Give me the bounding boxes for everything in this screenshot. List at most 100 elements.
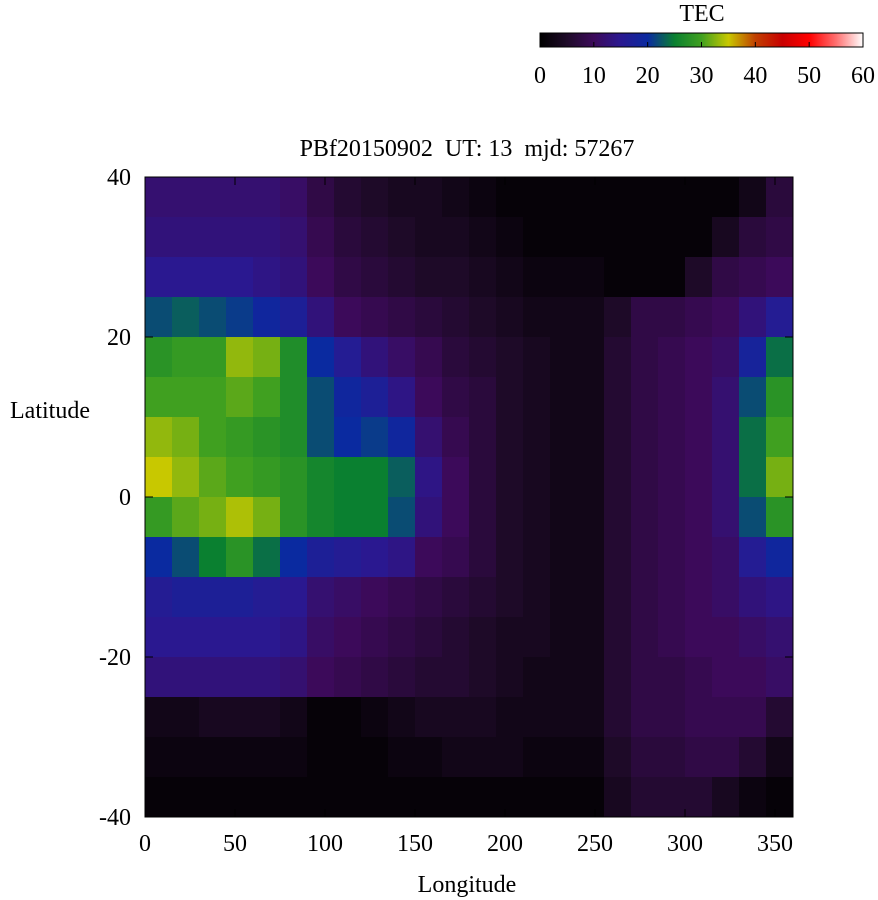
heat-cell	[199, 257, 227, 298]
heat-cell	[685, 617, 713, 658]
heat-cell	[415, 657, 443, 698]
heat-cell	[469, 537, 497, 578]
heat-cell	[361, 377, 389, 418]
heat-cell	[145, 537, 173, 578]
heat-cell	[415, 257, 443, 298]
heat-cell	[631, 417, 659, 458]
heat-cell	[280, 217, 308, 258]
heat-cell	[226, 577, 254, 618]
heat-cell	[226, 737, 254, 778]
heat-cell	[739, 737, 767, 778]
heat-cell	[604, 537, 632, 578]
heat-cell	[658, 697, 686, 738]
heat-cell	[604, 217, 632, 258]
heat-cell	[712, 777, 740, 818]
heat-cell	[550, 257, 578, 298]
heat-cell	[361, 737, 389, 778]
heat-cell	[226, 217, 254, 258]
heat-cell	[550, 297, 578, 338]
heat-cell	[388, 657, 416, 698]
heat-cell	[388, 217, 416, 258]
y-tick-label: -40	[99, 805, 131, 831]
heat-cell	[253, 577, 281, 618]
heat-cell	[550, 177, 578, 218]
heat-cell	[172, 657, 200, 698]
heat-cell	[307, 617, 335, 658]
colorbar-tick-label: 50	[797, 63, 821, 89]
heat-cell	[577, 777, 605, 818]
heat-cell	[469, 777, 497, 818]
heat-cell	[550, 457, 578, 498]
heat-cell	[523, 577, 551, 618]
heat-cell	[388, 257, 416, 298]
heat-cell	[739, 177, 767, 218]
colorbar-tick-label: 10	[582, 63, 606, 89]
heat-cell	[766, 537, 794, 578]
heat-cell	[658, 777, 686, 818]
heat-cell	[415, 737, 443, 778]
heat-cell	[766, 617, 794, 658]
heat-cell	[199, 217, 227, 258]
heat-cell	[145, 417, 173, 458]
heat-cell	[766, 337, 794, 378]
heat-cell	[253, 657, 281, 698]
heat-cell	[415, 497, 443, 538]
heat-cell	[253, 337, 281, 378]
heat-cell	[172, 257, 200, 298]
heat-cell	[226, 257, 254, 298]
heat-cell	[496, 417, 524, 458]
heat-cell	[442, 657, 470, 698]
heat-cell	[766, 377, 794, 418]
heat-cell	[361, 257, 389, 298]
heat-cell	[388, 777, 416, 818]
heat-cell	[253, 377, 281, 418]
heat-cell	[496, 777, 524, 818]
heat-cell	[712, 737, 740, 778]
heat-cell	[172, 417, 200, 458]
heat-cell	[469, 297, 497, 338]
heat-cell	[496, 737, 524, 778]
heat-cell	[334, 777, 362, 818]
heat-cell	[172, 617, 200, 658]
heat-cell	[712, 457, 740, 498]
heat-cell	[631, 297, 659, 338]
heat-cell	[442, 577, 470, 618]
heat-cell	[631, 257, 659, 298]
heat-cell	[334, 257, 362, 298]
heat-cell	[496, 457, 524, 498]
heat-cell	[658, 257, 686, 298]
heat-cell	[253, 617, 281, 658]
heat-cell	[469, 657, 497, 698]
heat-cell	[226, 657, 254, 698]
heat-cell	[307, 457, 335, 498]
heat-cell	[442, 417, 470, 458]
heat-cell	[442, 697, 470, 738]
heat-cell	[469, 617, 497, 658]
heat-cell	[631, 457, 659, 498]
heat-cell	[280, 777, 308, 818]
heat-cell	[280, 697, 308, 738]
x-tick-label: 150	[397, 831, 433, 857]
heat-cell	[739, 457, 767, 498]
heat-cell	[523, 617, 551, 658]
heat-cell	[145, 337, 173, 378]
heat-cell	[631, 377, 659, 418]
heat-cell	[658, 577, 686, 618]
heat-cell	[496, 257, 524, 298]
heat-cell	[253, 417, 281, 458]
heat-cell	[199, 297, 227, 338]
heat-cell	[280, 497, 308, 538]
heat-cell	[280, 737, 308, 778]
heat-cell	[712, 497, 740, 538]
heat-cell	[766, 417, 794, 458]
heat-cell	[658, 497, 686, 538]
heat-cell	[496, 177, 524, 218]
heat-cell	[280, 297, 308, 338]
y-tick-label: -20	[99, 645, 131, 671]
heat-cell	[631, 617, 659, 658]
heat-cell	[145, 497, 173, 538]
x-tick-label: 100	[307, 831, 343, 857]
heat-cell	[388, 577, 416, 618]
heat-cell	[631, 777, 659, 818]
heat-cell	[685, 657, 713, 698]
